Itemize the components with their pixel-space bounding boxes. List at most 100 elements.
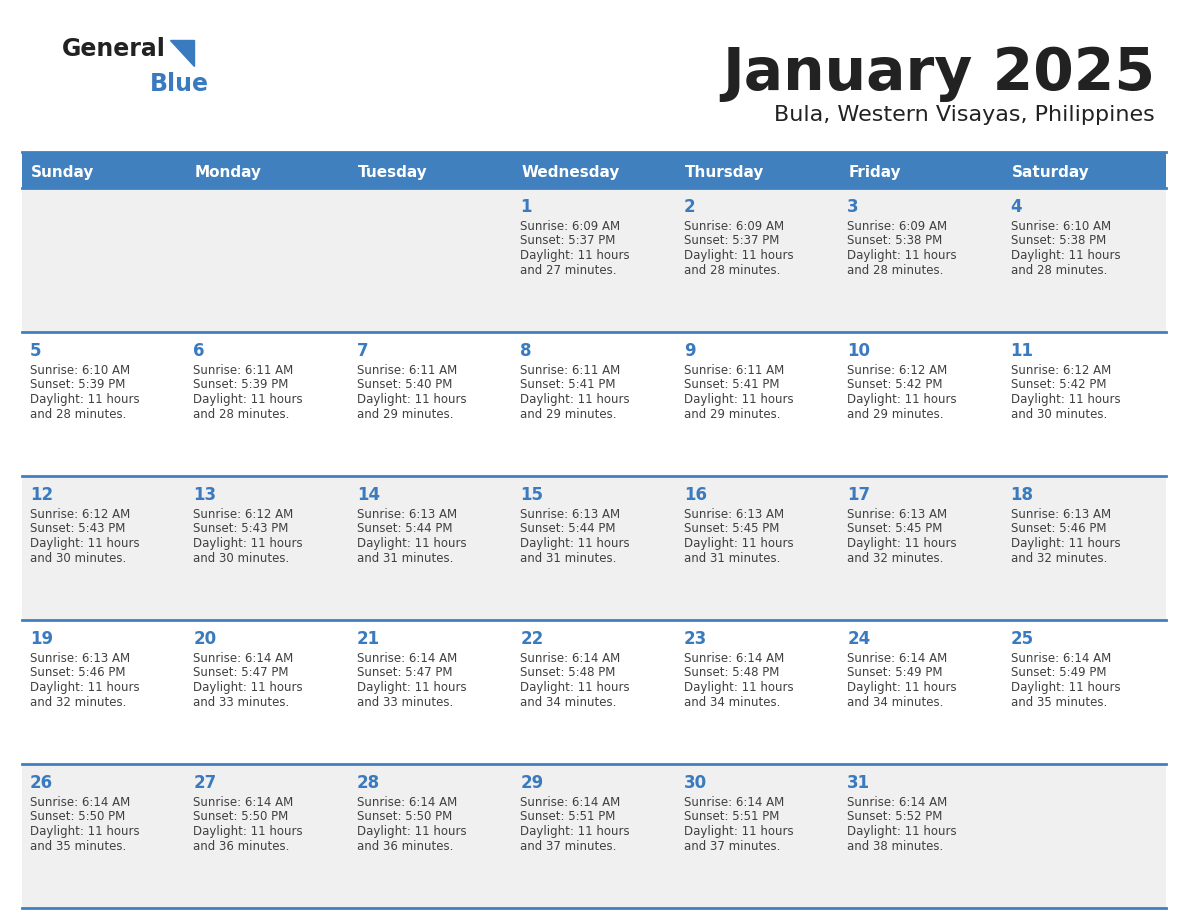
Text: Sunrise: 6:14 AM: Sunrise: 6:14 AM [194,652,293,665]
Text: and 29 minutes.: and 29 minutes. [847,408,943,420]
Text: Sunrise: 6:11 AM: Sunrise: 6:11 AM [356,364,457,377]
Text: Sunset: 5:43 PM: Sunset: 5:43 PM [30,522,126,535]
Text: 23: 23 [684,630,707,648]
Text: Sunrise: 6:12 AM: Sunrise: 6:12 AM [847,364,947,377]
Text: Daylight: 11 hours: Daylight: 11 hours [1011,537,1120,550]
Text: 18: 18 [1011,486,1034,504]
Text: 9: 9 [684,342,695,360]
Text: Daylight: 11 hours: Daylight: 11 hours [30,825,140,838]
Text: Daylight: 11 hours: Daylight: 11 hours [194,825,303,838]
Text: 29: 29 [520,774,544,792]
Text: and 36 minutes.: and 36 minutes. [356,839,454,853]
Text: Sunset: 5:45 PM: Sunset: 5:45 PM [847,522,942,535]
Text: Sunset: 5:50 PM: Sunset: 5:50 PM [194,811,289,823]
Text: Daylight: 11 hours: Daylight: 11 hours [684,681,794,694]
Text: Sunrise: 6:13 AM: Sunrise: 6:13 AM [30,652,131,665]
Text: and 32 minutes.: and 32 minutes. [1011,552,1107,565]
Text: Blue: Blue [150,72,209,96]
Text: and 30 minutes.: and 30 minutes. [1011,408,1107,420]
Text: 5: 5 [30,342,42,360]
Text: Sunrise: 6:09 AM: Sunrise: 6:09 AM [520,220,620,233]
Text: Daylight: 11 hours: Daylight: 11 hours [520,681,630,694]
Text: 3: 3 [847,198,859,216]
Text: and 34 minutes.: and 34 minutes. [684,696,781,709]
Text: 16: 16 [684,486,707,504]
Text: Sunrise: 6:14 AM: Sunrise: 6:14 AM [1011,652,1111,665]
Bar [23,332,1165,476]
Text: Daylight: 11 hours: Daylight: 11 hours [30,681,140,694]
Text: Sunrise: 6:11 AM: Sunrise: 6:11 AM [520,364,620,377]
Text: and 30 minutes.: and 30 minutes. [194,552,290,565]
Text: Sunrise: 6:12 AM: Sunrise: 6:12 AM [30,508,131,521]
Text: Sunrise: 6:14 AM: Sunrise: 6:14 AM [194,796,293,809]
Text: Sunset: 5:39 PM: Sunset: 5:39 PM [30,378,126,391]
Bar [23,476,1165,620]
Text: Daylight: 11 hours: Daylight: 11 hours [520,537,630,550]
Text: Daylight: 11 hours: Daylight: 11 hours [1011,249,1120,262]
Text: 7: 7 [356,342,368,360]
Bar [23,620,1165,764]
Text: Daylight: 11 hours: Daylight: 11 hours [847,249,956,262]
Text: Daylight: 11 hours: Daylight: 11 hours [847,393,956,406]
Text: Sunrise: 6:09 AM: Sunrise: 6:09 AM [684,220,784,233]
Text: Sunset: 5:41 PM: Sunset: 5:41 PM [520,378,615,391]
Text: 19: 19 [30,630,53,648]
Text: Sunrise: 6:14 AM: Sunrise: 6:14 AM [520,652,620,665]
Text: Sunset: 5:50 PM: Sunset: 5:50 PM [356,811,453,823]
Text: Sunset: 5:47 PM: Sunset: 5:47 PM [356,666,453,679]
Text: Sunset: 5:45 PM: Sunset: 5:45 PM [684,522,779,535]
Text: Sunday: Sunday [31,164,94,180]
Text: Sunset: 5:41 PM: Sunset: 5:41 PM [684,378,779,391]
Text: and 34 minutes.: and 34 minutes. [520,696,617,709]
Text: 28: 28 [356,774,380,792]
Text: and 37 minutes.: and 37 minutes. [684,839,781,853]
Text: January 2025: January 2025 [722,45,1155,102]
Text: 17: 17 [847,486,871,504]
Text: Sunrise: 6:12 AM: Sunrise: 6:12 AM [1011,364,1111,377]
Text: Bula, Western Visayas, Philippines: Bula, Western Visayas, Philippines [775,105,1155,125]
Bar [1003,152,1165,188]
Text: and 32 minutes.: and 32 minutes. [847,552,943,565]
Text: Sunset: 5:39 PM: Sunset: 5:39 PM [194,378,289,391]
Text: Sunset: 5:49 PM: Sunset: 5:49 PM [847,666,942,679]
Text: Sunrise: 6:11 AM: Sunrise: 6:11 AM [684,364,784,377]
Text: Daylight: 11 hours: Daylight: 11 hours [356,393,467,406]
Text: and 31 minutes.: and 31 minutes. [356,552,454,565]
Bar [23,188,1165,332]
Text: Sunset: 5:42 PM: Sunset: 5:42 PM [847,378,942,391]
Polygon shape [170,40,194,66]
Text: Daylight: 11 hours: Daylight: 11 hours [194,537,303,550]
Text: 25: 25 [1011,630,1034,648]
Text: Sunset: 5:49 PM: Sunset: 5:49 PM [1011,666,1106,679]
Text: Daylight: 11 hours: Daylight: 11 hours [520,825,630,838]
Text: and 32 minutes.: and 32 minutes. [30,696,126,709]
Text: and 35 minutes.: and 35 minutes. [1011,696,1107,709]
Text: and 31 minutes.: and 31 minutes. [520,552,617,565]
Text: Daylight: 11 hours: Daylight: 11 hours [1011,393,1120,406]
Text: 24: 24 [847,630,871,648]
Text: 30: 30 [684,774,707,792]
Text: Wednesday: Wednesday [522,164,620,180]
Text: Sunrise: 6:14 AM: Sunrise: 6:14 AM [520,796,620,809]
Text: 1: 1 [520,198,532,216]
Text: and 29 minutes.: and 29 minutes. [684,408,781,420]
Text: Sunset: 5:38 PM: Sunset: 5:38 PM [1011,234,1106,248]
Text: and 28 minutes.: and 28 minutes. [194,408,290,420]
Text: Daylight: 11 hours: Daylight: 11 hours [356,681,467,694]
Text: Daylight: 11 hours: Daylight: 11 hours [194,681,303,694]
Text: 15: 15 [520,486,543,504]
Text: Sunrise: 6:13 AM: Sunrise: 6:13 AM [520,508,620,521]
Text: Sunrise: 6:13 AM: Sunrise: 6:13 AM [356,508,457,521]
Bar [23,764,1165,908]
Text: 27: 27 [194,774,216,792]
Text: Sunrise: 6:14 AM: Sunrise: 6:14 AM [356,796,457,809]
Text: and 34 minutes.: and 34 minutes. [847,696,943,709]
Text: Daylight: 11 hours: Daylight: 11 hours [1011,681,1120,694]
Text: Daylight: 11 hours: Daylight: 11 hours [30,537,140,550]
Text: and 36 minutes.: and 36 minutes. [194,839,290,853]
Text: and 29 minutes.: and 29 minutes. [356,408,454,420]
Text: and 28 minutes.: and 28 minutes. [1011,263,1107,276]
Text: Daylight: 11 hours: Daylight: 11 hours [30,393,140,406]
Text: 2: 2 [684,198,695,216]
Text: Sunset: 5:42 PM: Sunset: 5:42 PM [1011,378,1106,391]
